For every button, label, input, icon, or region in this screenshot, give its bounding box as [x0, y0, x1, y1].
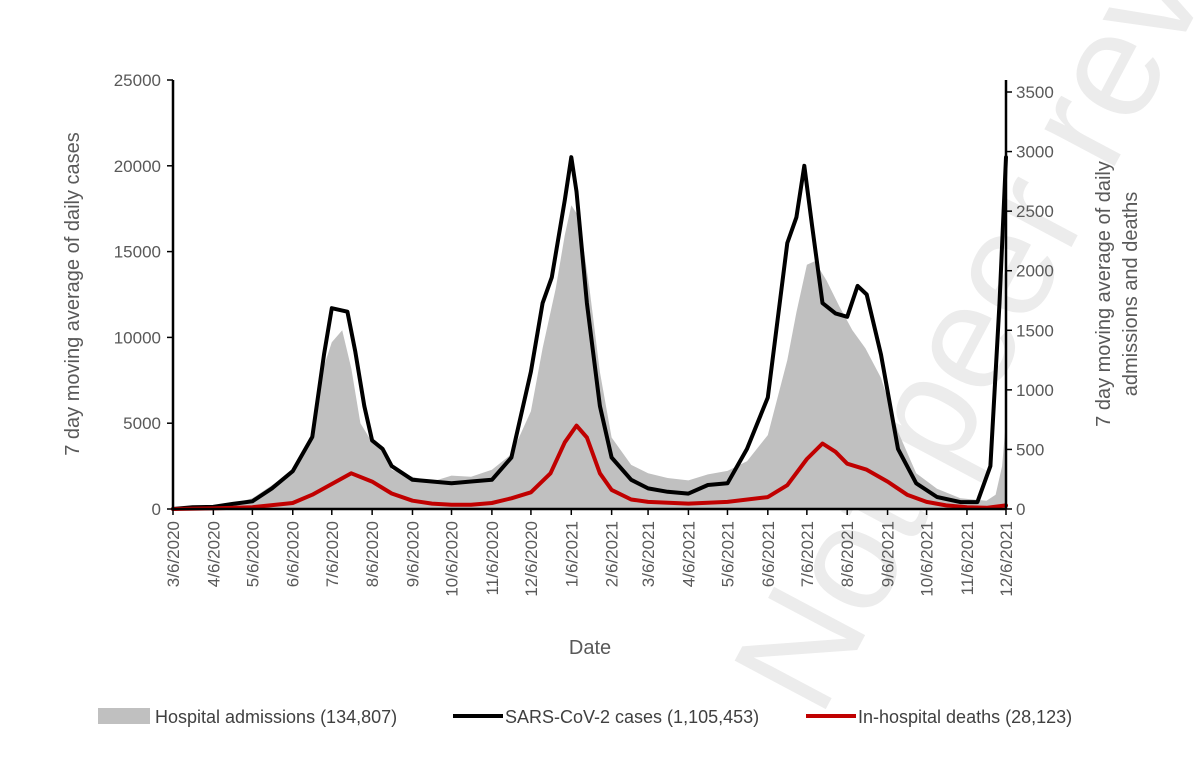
x-tick-label: 2/6/2021 [603, 521, 622, 587]
legend-swatch-hospital-admissions [98, 708, 150, 724]
y-right-tick-label: 0 [1016, 500, 1025, 519]
x-tick-label: 4/6/2021 [679, 521, 698, 587]
x-tick-label: 6/6/2020 [284, 521, 303, 587]
y-right-tick-label: 3000 [1016, 143, 1054, 162]
y-right-tick-label: 3500 [1016, 83, 1054, 102]
y-axis-right-title-line-2: admissions and deaths [1120, 192, 1142, 397]
x-tick-label: 8/6/2020 [363, 521, 382, 587]
x-tick-label: 8/6/2021 [838, 521, 857, 587]
x-tick-label: 3/6/2020 [164, 521, 183, 587]
y-left-tick-label: 10000 [114, 328, 161, 347]
x-tick-label: 10/6/2021 [918, 521, 937, 597]
y-right-tick-label: 500 [1016, 440, 1044, 459]
plot-area [171, 155, 1008, 511]
y-right-tick-label: 1000 [1016, 381, 1054, 400]
y-left-tick-label: 25000 [114, 71, 161, 90]
legend: Hospital admissions (134,807) SARS-CoV-2… [98, 707, 1072, 727]
series-2-line [171, 423, 1008, 511]
y-right-tick-label: 2500 [1016, 202, 1054, 221]
x-tick-label: 12/6/2020 [522, 521, 541, 597]
x-tick-label: 4/6/2020 [204, 521, 223, 587]
x-tick-label: 11/6/2020 [483, 521, 502, 595]
series-1-line [171, 155, 1008, 511]
x-tick-label: 7/6/2020 [323, 521, 342, 587]
y-axis-right-title-line-1: 7 day moving average of daily [1093, 161, 1115, 427]
axes: 0 5000 10000 15000 20000 25000 0 500 1000 1500 200… [114, 71, 1054, 597]
legend-label-cases: SARS-CoV-2 cases (1,105,453) [505, 707, 759, 727]
legend-label-hospital-admissions: Hospital admissions (134,807) [155, 707, 397, 727]
x-tick-label: 9/6/2020 [403, 521, 422, 587]
series-0-area [173, 205, 1006, 509]
y-right-tick-label: 1500 [1016, 321, 1054, 340]
legend-label-deaths: In-hospital deaths (28,123) [858, 707, 1072, 727]
x-tick-label: 9/6/2021 [879, 521, 898, 587]
x-tick-label: 11/6/2021 [958, 521, 977, 595]
y-right-tick-label: 2000 [1016, 262, 1054, 281]
x-tick-label: 12/6/2021 [997, 521, 1016, 597]
x-axis-title: Date [569, 637, 611, 659]
x-tick-label: 5/6/2020 [243, 521, 262, 587]
x-tick-label: 6/6/2021 [759, 521, 778, 587]
x-tick-label: 10/6/2020 [443, 521, 462, 597]
y-left-tick-label: 20000 [114, 157, 161, 176]
y-axis-left-title: 7 day moving average of daily cases [62, 132, 84, 456]
x-tick-label: 5/6/2021 [718, 521, 737, 587]
x-tick-label: 3/6/2021 [639, 521, 658, 587]
y-left-tick-label: 15000 [114, 243, 161, 262]
x-tick-label: 1/6/2021 [562, 521, 581, 587]
y-left-tick-label: 0 [152, 500, 161, 519]
y-left-tick-label: 5000 [123, 414, 161, 433]
x-tick-label: 7/6/2021 [798, 521, 817, 587]
